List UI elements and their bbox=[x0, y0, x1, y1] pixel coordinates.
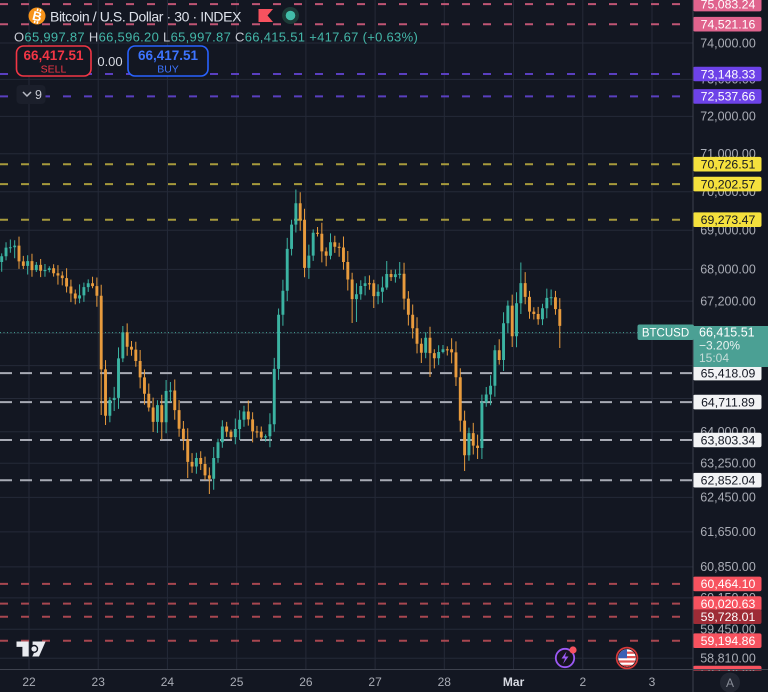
svg-text:70,202.57: 70,202.57 bbox=[701, 177, 756, 191]
svg-text:75,083.24: 75,083.24 bbox=[701, 0, 756, 11]
svg-text:59,450.00: 59,450.00 bbox=[700, 623, 756, 637]
svg-text:22: 22 bbox=[22, 675, 36, 689]
svg-text:66,417.51: 66,417.51 bbox=[138, 48, 199, 63]
svg-text:0.00: 0.00 bbox=[97, 54, 122, 69]
svg-text:2: 2 bbox=[579, 675, 586, 689]
svg-text:60,464.10: 60,464.10 bbox=[701, 577, 756, 591]
svg-text:BUY: BUY bbox=[157, 64, 179, 76]
svg-text:59,728.01: 59,728.01 bbox=[701, 610, 756, 624]
svg-text:67,200.00: 67,200.00 bbox=[700, 294, 756, 308]
svg-text:60,850.00: 60,850.00 bbox=[700, 560, 756, 574]
svg-text:27: 27 bbox=[368, 675, 382, 689]
svg-text:64,711.89: 64,711.89 bbox=[701, 395, 755, 409]
svg-text:69,273.47: 69,273.47 bbox=[701, 213, 756, 227]
svg-text:61,650.00: 61,650.00 bbox=[700, 525, 756, 539]
svg-text:15:04: 15:04 bbox=[699, 351, 729, 365]
svg-text:60,020.63: 60,020.63 bbox=[701, 597, 756, 611]
svg-text:62,450.00: 62,450.00 bbox=[700, 491, 756, 505]
svg-text:B: B bbox=[31, 8, 44, 25]
svg-text:SELL: SELL bbox=[41, 64, 67, 76]
svg-text:72,000.00: 72,000.00 bbox=[700, 110, 756, 124]
svg-text:BTCUSD: BTCUSD bbox=[642, 328, 689, 340]
svg-text:73,148.33: 73,148.33 bbox=[701, 67, 756, 81]
svg-text:A: A bbox=[726, 676, 734, 690]
svg-text:63,803.34: 63,803.34 bbox=[701, 433, 756, 447]
svg-text:9: 9 bbox=[35, 88, 42, 102]
svg-text:59,194.86: 59,194.86 bbox=[701, 634, 756, 648]
svg-text:70,726.51: 70,726.51 bbox=[701, 158, 756, 172]
svg-text:24: 24 bbox=[161, 675, 175, 689]
svg-text:25: 25 bbox=[230, 675, 244, 689]
svg-text:74,000.00: 74,000.00 bbox=[700, 36, 756, 50]
svg-text:68,000.00: 68,000.00 bbox=[700, 263, 756, 277]
svg-text:58,810.00: 58,810.00 bbox=[700, 652, 756, 666]
svg-text:62,852.04: 62,852.04 bbox=[701, 474, 756, 488]
svg-text:65,418.09: 65,418.09 bbox=[701, 366, 756, 380]
svg-text:66,417.51: 66,417.51 bbox=[23, 48, 84, 63]
svg-text:O65,997.87 H66,596.20 L65,997.: O65,997.87 H66,596.20 L65,997.87 C66,415… bbox=[14, 30, 418, 45]
svg-text:63,250.00: 63,250.00 bbox=[700, 457, 756, 471]
svg-text:3: 3 bbox=[649, 675, 656, 689]
svg-text:23: 23 bbox=[92, 675, 106, 689]
svg-text:74,521.16: 74,521.16 bbox=[701, 18, 756, 32]
svg-text:28: 28 bbox=[438, 675, 452, 689]
svg-text:Mar: Mar bbox=[503, 675, 525, 689]
svg-text:−3.20%: −3.20% bbox=[699, 339, 740, 353]
svg-text:26: 26 bbox=[299, 675, 313, 689]
svg-text:Bitcoin / U.S. Dollar · 30 · I: Bitcoin / U.S. Dollar · 30 · INDEX bbox=[50, 9, 242, 25]
svg-text:69,000.00: 69,000.00 bbox=[700, 224, 756, 238]
svg-text:72,537.66: 72,537.66 bbox=[701, 90, 756, 104]
svg-text:66,415.51: 66,415.51 bbox=[699, 326, 755, 340]
